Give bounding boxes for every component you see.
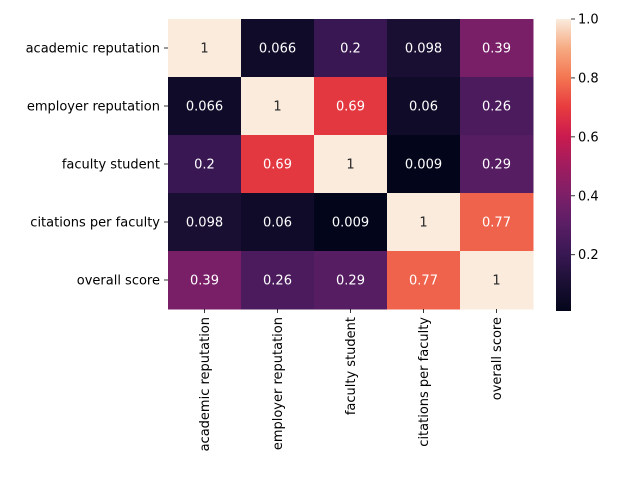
heatmap-cell (314, 77, 388, 136)
heatmap-cell (460, 77, 534, 136)
heatmap-cell (460, 19, 534, 78)
heatmap-cell (314, 193, 388, 252)
heatmap-cell (168, 135, 242, 194)
x-tick-labels: academic reputation employer reputation fa… (198, 309, 505, 451)
cell-value-label: 0.77 (409, 274, 438, 289)
colorbar-tick-label: 0.6 (578, 130, 599, 145)
cell-value-label: 0.098 (405, 42, 442, 57)
cell-value-label: 1 (346, 158, 354, 173)
cell-value-label: 0.2 (340, 42, 361, 57)
cell-value-label: 0.26 (482, 100, 511, 115)
colorbar-gradient (556, 19, 571, 311)
y-tick-label: overall score (77, 274, 160, 289)
heatmap-cell (241, 135, 315, 194)
heatmap-cell (387, 251, 461, 310)
colorbar: 0.2 0.4 0.6 0.8 1.0 (556, 13, 599, 311)
y-tick-label: faculty student (62, 158, 160, 173)
cell-value-label: 1 (492, 274, 500, 289)
cell-value-label: 0.77 (482, 216, 511, 231)
heatmap-cell (387, 135, 461, 194)
cell-value-label: 0.06 (263, 216, 292, 231)
colorbar-tick-label: 1.0 (578, 13, 599, 28)
heatmap-cell (241, 193, 315, 252)
cell-value-label: 0.009 (405, 158, 442, 173)
cell-value-label: 1 (200, 42, 208, 57)
heatmap-cell (168, 193, 242, 252)
x-tick-label: academic reputation (198, 317, 213, 451)
y-tick-label: academic reputation (26, 42, 160, 57)
heatmap-cell (168, 251, 242, 310)
cell-value-label: 0.29 (482, 158, 511, 173)
heatmap-cell (387, 19, 461, 78)
heatmap-cell (314, 135, 388, 194)
cell-value-label: 0.066 (259, 42, 296, 57)
heatmap-cell (314, 251, 388, 310)
cell-value-label: 0.066 (186, 100, 223, 115)
cell-value-label: 0.39 (190, 274, 219, 289)
y-tick-labels: academic reputation employer reputation fa… (26, 42, 168, 289)
colorbar-tick-label: 0.4 (578, 189, 599, 204)
cell-value-label: 0.009 (332, 216, 369, 231)
heatmap-cell (241, 19, 315, 78)
y-tick-label: citations per faculty (30, 216, 160, 231)
heatmap-cell (241, 77, 315, 136)
heatmap-cell (387, 77, 461, 136)
heatmap-cells (168, 19, 534, 310)
heatmap-cell (460, 193, 534, 252)
heatmap-cell (241, 251, 315, 310)
y-tick-label: employer reputation (27, 100, 160, 115)
cell-value-label: 0.69 (336, 100, 365, 115)
heatmap-cell (314, 19, 388, 78)
cell-value-label: 0.69 (263, 158, 292, 173)
heatmap-cell (460, 135, 534, 194)
heatmap-cell (168, 19, 242, 78)
x-tick-label: overall score (490, 317, 505, 400)
x-tick-label: citations per faculty (417, 317, 432, 447)
colorbar-tick-label: 0.2 (578, 248, 599, 263)
cell-value-label: 0.098 (186, 216, 223, 231)
heatmap-cell (460, 251, 534, 310)
cell-value-label: 0.2 (194, 158, 215, 173)
cell-value-label: 0.39 (482, 42, 511, 57)
cell-value-label: 0.26 (263, 274, 292, 289)
cell-value-label: 0.29 (336, 274, 365, 289)
x-tick-label: faculty student (344, 317, 359, 415)
heatmap-cell (168, 77, 242, 136)
colorbar-tick-label: 0.8 (578, 71, 599, 86)
heatmap-cell (387, 193, 461, 252)
cell-value-label: 0.06 (409, 100, 438, 115)
x-tick-label: employer reputation (271, 317, 286, 450)
cell-value-label: 1 (419, 216, 427, 231)
cell-value-label: 1 (273, 100, 281, 115)
heatmap-cell-labels: 1 0.066 0.2 0.098 0.39 0.066 1 0.69 0.06 0.26 0.2 0… (186, 42, 511, 289)
